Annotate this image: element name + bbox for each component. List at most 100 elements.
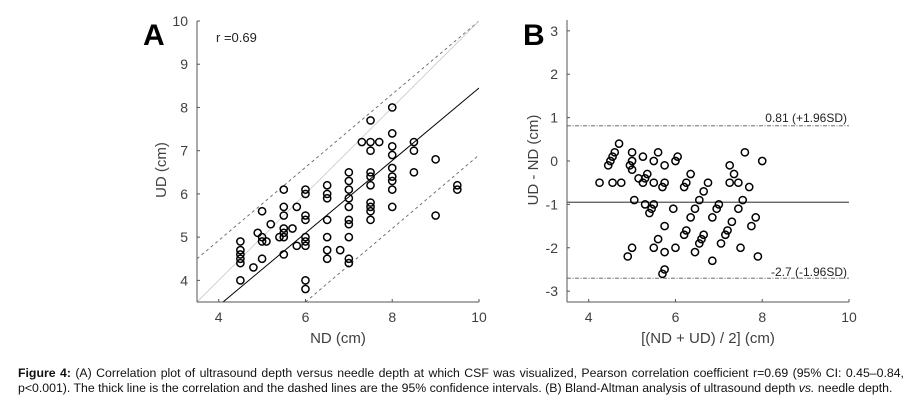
panel-b-axes: 4 6 8 10 -3 -2 -1 0 1 2 3 xyxy=(546,20,857,325)
data-point xyxy=(431,154,440,164)
data-point xyxy=(366,137,375,147)
x-tick-label: 10 xyxy=(841,309,857,325)
data-point xyxy=(703,178,713,188)
caption-text-1: (A) Correlation plot of ultrasound depth… xyxy=(18,366,904,395)
data-point xyxy=(642,169,652,179)
data-point xyxy=(751,213,761,222)
x-tick-label: 6 xyxy=(672,309,680,325)
data-point xyxy=(288,224,297,233)
x-tick-label: 10 xyxy=(471,309,487,325)
data-point xyxy=(344,232,354,242)
data-point xyxy=(640,200,650,209)
y-tick-label: 5 xyxy=(180,229,188,245)
data-point xyxy=(409,146,419,156)
y-tick-label: 0 xyxy=(550,153,558,169)
data-point xyxy=(627,165,637,175)
data-point xyxy=(658,269,667,279)
x-tick-label: 8 xyxy=(388,309,396,325)
caption-label: Figure 4: xyxy=(18,366,71,380)
data-point xyxy=(344,193,354,203)
data-point xyxy=(608,152,617,162)
y-tick-label: 8 xyxy=(180,99,188,115)
data-point xyxy=(366,206,375,216)
caption-italic: vs. xyxy=(798,381,815,395)
data-point xyxy=(257,254,267,264)
data-point xyxy=(629,195,639,205)
data-point xyxy=(627,243,637,253)
data-point xyxy=(699,187,709,196)
data-point xyxy=(649,200,659,209)
data-point xyxy=(610,147,620,157)
data-point xyxy=(249,263,258,272)
data-point xyxy=(673,152,682,162)
figure-caption: Figure 4: (A) Correlation plot of ultras… xyxy=(18,366,904,396)
data-point xyxy=(236,237,245,246)
data-point xyxy=(262,237,271,246)
data-point xyxy=(236,254,245,264)
data-point xyxy=(738,195,748,205)
data-point xyxy=(322,180,332,190)
data-point xyxy=(301,185,310,194)
y-tick-label: -1 xyxy=(546,196,559,212)
data-point xyxy=(322,232,332,242)
data-point xyxy=(366,180,375,190)
data-point xyxy=(638,152,648,162)
data-point xyxy=(649,156,659,166)
data-point xyxy=(649,178,659,188)
panel-a-x-axis-label: ND (cm) xyxy=(310,330,366,347)
data-point xyxy=(452,185,462,194)
data-point xyxy=(301,189,310,199)
data-point xyxy=(757,156,767,166)
data-point xyxy=(344,202,354,212)
data-point xyxy=(366,172,375,181)
x-tick-label: 8 xyxy=(758,309,766,325)
data-point xyxy=(322,254,332,264)
data-point xyxy=(301,237,310,246)
data-point xyxy=(301,276,310,285)
panel-a-correlation-plot: A 4 6 8 10 4 5 6 7 8 9 10 r =0.69 ND (cm) UD (cm) xyxy=(143,13,487,347)
data-point xyxy=(322,215,332,225)
data-point xyxy=(679,230,689,240)
data-point xyxy=(668,204,678,214)
data-point xyxy=(623,252,633,261)
data-point xyxy=(645,208,654,218)
y-tick-label: 1 xyxy=(550,110,558,126)
data-point xyxy=(734,204,743,214)
data-point xyxy=(279,232,289,242)
data-point xyxy=(647,204,656,214)
data-point xyxy=(660,221,669,231)
lower-95CI-line xyxy=(305,154,479,302)
data-point xyxy=(366,215,375,225)
data-point xyxy=(236,258,245,268)
data-point xyxy=(344,215,354,225)
data-point xyxy=(595,178,604,188)
data-point xyxy=(257,237,267,246)
data-point xyxy=(627,156,637,166)
data-point xyxy=(387,185,397,194)
y-tick-label: 2 xyxy=(550,66,558,82)
caption-text-2: needle depth. xyxy=(814,381,893,395)
data-point xyxy=(753,252,763,261)
data-point xyxy=(736,243,745,253)
data-point xyxy=(625,160,635,170)
panel-a-axes: 4 6 8 10 4 5 6 7 8 9 10 xyxy=(172,13,487,325)
panel-a-letter: A xyxy=(143,19,165,52)
data-point xyxy=(253,228,263,238)
data-point xyxy=(660,247,669,257)
x-tick-label: 6 xyxy=(302,309,310,325)
data-point xyxy=(712,204,722,214)
data-point xyxy=(257,232,267,242)
data-point xyxy=(660,265,669,274)
data-point xyxy=(658,182,667,192)
data-point xyxy=(452,180,462,190)
data-point xyxy=(366,202,375,212)
data-point xyxy=(301,211,310,220)
data-point xyxy=(721,230,730,240)
data-point xyxy=(653,234,663,244)
correlation-annotation: r =0.69 xyxy=(216,30,257,45)
data-point xyxy=(614,139,624,148)
data-point xyxy=(275,232,284,242)
data-point xyxy=(723,226,732,235)
data-point xyxy=(679,182,689,192)
data-point xyxy=(714,200,724,209)
